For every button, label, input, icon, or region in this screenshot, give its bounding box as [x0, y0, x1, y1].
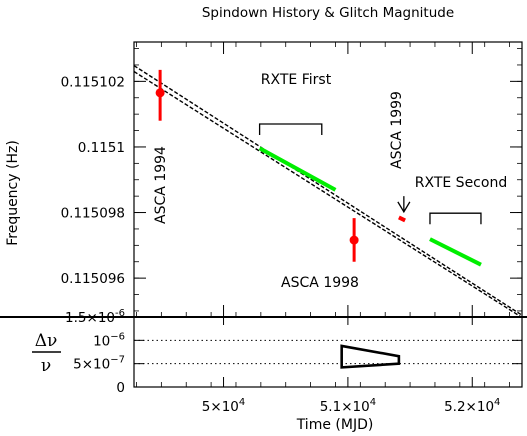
- chart-title: Spindown History & Glitch Magnitude: [202, 5, 454, 21]
- y-tick-label-1: 0.115102: [61, 74, 125, 90]
- segment-2: [429, 237, 482, 267]
- glitch-magnitude-box: [340, 344, 401, 369]
- ratio-denominator: ν: [41, 356, 51, 376]
- y-tick-label-3: 0.115098: [61, 206, 125, 222]
- frequency-plot-area: [134, 65, 522, 317]
- bracket-2: [429, 212, 482, 225]
- x-tick-label-2: 5.1×104: [320, 397, 376, 415]
- ratio-y-tick-label-1: 0: [116, 380, 125, 396]
- x-axis-label: Time (MJD): [296, 417, 374, 433]
- x-tick-label-3: 5.2×104: [444, 397, 500, 415]
- ratio-y-tick-label-2: 5×10−7: [73, 355, 125, 373]
- label-asca-1994: ASCA 1994: [153, 146, 169, 224]
- bracket-1: [258, 123, 323, 135]
- data-point-2: [349, 235, 359, 245]
- glitch-magnitude-panel: 5×104 5.1×104 5.2×104 0 5×10−7 10−6: [0, 316, 527, 415]
- segment-1: [258, 146, 337, 192]
- y-tick-label-4: 0.115096: [61, 271, 125, 287]
- label-rxte-first: RXTE First: [261, 72, 332, 88]
- label-asca-1998: ASCA 1998: [281, 275, 359, 291]
- label-asca-1999: ASCA 1999: [389, 91, 405, 169]
- ratio-numerator: Δν: [35, 331, 58, 351]
- y-axis-label-frequency: Frequency (Hz): [5, 140, 21, 246]
- ratio-y-tick-label-3: 10−6: [93, 331, 125, 349]
- arrow-head: [397, 201, 411, 214]
- label-rxte-second: RXTE Second: [415, 175, 507, 191]
- glitch-panel-frame: [133, 316, 523, 388]
- x-tick-label-1: 5×104: [202, 397, 245, 415]
- frequency-panel: RXTE First RXTE Second ASCA 1998 ASCA 1994 A…: [61, 41, 523, 326]
- data-point-1: [155, 88, 165, 98]
- segment-3: [398, 215, 406, 223]
- spindown-line-2: [134, 70, 522, 317]
- y-tick-label-2: 0.1151: [78, 140, 125, 156]
- spindown-line-1: [134, 65, 522, 316]
